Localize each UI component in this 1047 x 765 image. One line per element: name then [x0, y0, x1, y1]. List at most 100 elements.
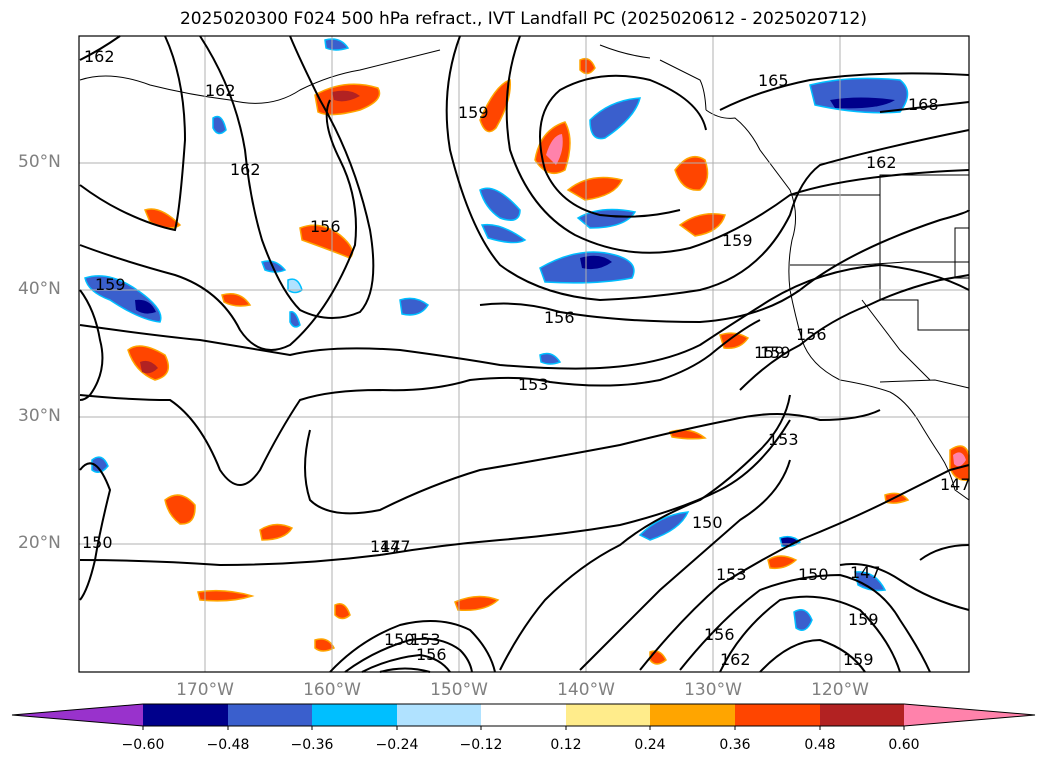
contour-label: 156 — [796, 325, 827, 344]
positive-blob — [197, 589, 255, 602]
lon-label-170w: 170°W — [176, 680, 234, 700]
lon-label-140w: 140°W — [557, 680, 615, 700]
colorbar-segment — [735, 704, 820, 726]
negative-blob — [793, 609, 813, 631]
lon-label-120w: 120°W — [811, 680, 869, 700]
colorbar-tick-label: 0.60 — [888, 737, 920, 753]
positive-blob — [454, 595, 500, 612]
contour-label: 162 — [866, 153, 897, 172]
negative-blob — [135, 299, 156, 314]
contour-label: 162 — [230, 160, 261, 179]
positive-blob — [678, 213, 726, 237]
contour-label: 156 — [544, 308, 575, 327]
contour-label: 153 — [716, 565, 747, 584]
positive-blob — [299, 224, 354, 259]
contour-label: 150 — [798, 565, 829, 584]
lat-label-20n: 20°N — [18, 533, 61, 553]
colorbar-segment — [312, 704, 397, 726]
contour-label: 165 — [758, 71, 789, 90]
lon-label-150w: 150°W — [430, 680, 488, 700]
positive-blob — [719, 332, 750, 350]
map-border — [78, 35, 970, 673]
contour-label: 153 — [768, 430, 799, 449]
contour-label: 159 — [848, 610, 879, 629]
negative-blob — [854, 571, 887, 592]
colorbar-tick-label: 0.48 — [804, 737, 836, 753]
contour-label: 168 — [908, 95, 939, 114]
negative-blob — [638, 511, 690, 541]
negative-blob — [212, 115, 227, 135]
positive-blob — [674, 155, 709, 191]
contour-label: 150 — [82, 533, 113, 552]
contour-label: 150 — [384, 630, 415, 649]
positive-blob — [164, 494, 196, 525]
colorbar-segment — [228, 704, 312, 726]
colorbar-tick-label: −0.60 — [121, 737, 165, 753]
positive-blob — [546, 134, 563, 165]
positive-blob — [334, 603, 351, 620]
contour-lines — [79, 35, 970, 673]
colorbar-extend-high — [904, 704, 1035, 726]
colorbar-segment — [481, 704, 566, 726]
negative-blob — [289, 311, 301, 328]
negative-blob — [324, 38, 350, 51]
contour-label: 147 — [940, 475, 971, 494]
colorbar-extend-low — [12, 704, 143, 726]
colorbar-tick-label: −0.48 — [206, 737, 250, 753]
contour-label: 156 — [416, 645, 447, 664]
negative-blob — [479, 187, 521, 221]
contour-label: 159 — [458, 103, 489, 122]
contour-label: 162 — [84, 47, 115, 66]
contour-label: 162 — [205, 81, 236, 100]
colorbar-segment — [650, 704, 735, 726]
contour-label: 159 — [843, 650, 874, 669]
colorbar-segment — [397, 704, 481, 726]
shaded-anomalies — [84, 38, 970, 665]
negative-blob — [580, 255, 612, 270]
positive-blob — [767, 555, 798, 570]
contour-label-group: 162 162 162 165 168 162 159 159 156 159 … — [82, 47, 971, 669]
colorbar-tick-label: −0.24 — [375, 737, 419, 753]
negative-blob — [830, 97, 895, 109]
positive-blob — [314, 638, 336, 652]
contour-label: 147 — [370, 537, 401, 556]
colorbar-tick-label: −0.12 — [459, 737, 503, 753]
coastlines — [79, 44, 970, 501]
contour-label: 153 — [518, 375, 549, 394]
positive-blob — [566, 176, 624, 201]
lat-label-50n: 50°N — [18, 152, 61, 172]
contour-label: 147 — [380, 537, 411, 556]
colorbar-tick-label: 0.24 — [634, 737, 666, 753]
contour-label: 159 — [754, 343, 785, 362]
negative-blob — [576, 208, 637, 229]
contour-label: 159 — [722, 231, 753, 250]
positive-blob — [140, 360, 158, 374]
positive-blob — [953, 452, 966, 467]
negative-blob — [589, 97, 641, 140]
positive-blob — [221, 293, 252, 307]
map-title: 2025020300 F024 500 hPa refract., IVT La… — [179, 9, 867, 29]
positive-blob — [259, 523, 294, 541]
negative-blob — [91, 456, 109, 473]
colorbar-segment — [143, 704, 228, 726]
contour-label: 156 — [704, 625, 735, 644]
contour-label: 147 — [850, 563, 881, 582]
contour-label: 150 — [692, 513, 723, 532]
lat-label-30n: 30°N — [18, 406, 61, 426]
negative-blob — [480, 223, 527, 244]
colorbar-segment — [820, 704, 904, 726]
colorbar — [11, 703, 1036, 730]
colorbar-segment — [566, 704, 650, 726]
colorbar-tick-label: 0.36 — [719, 737, 751, 753]
colorbar-tick-label: 0.12 — [550, 737, 582, 753]
contour-label: 162 — [720, 650, 751, 669]
lat-label-40n: 40°N — [18, 279, 61, 299]
contour-label: 159 — [760, 343, 791, 362]
lon-label-130w: 130°W — [684, 680, 742, 700]
contour-label: 153 — [410, 630, 441, 649]
lon-label-160w: 160°W — [303, 680, 361, 700]
contour-label: 159 — [95, 275, 126, 294]
positive-blob — [332, 90, 360, 102]
negative-blob — [539, 352, 562, 365]
